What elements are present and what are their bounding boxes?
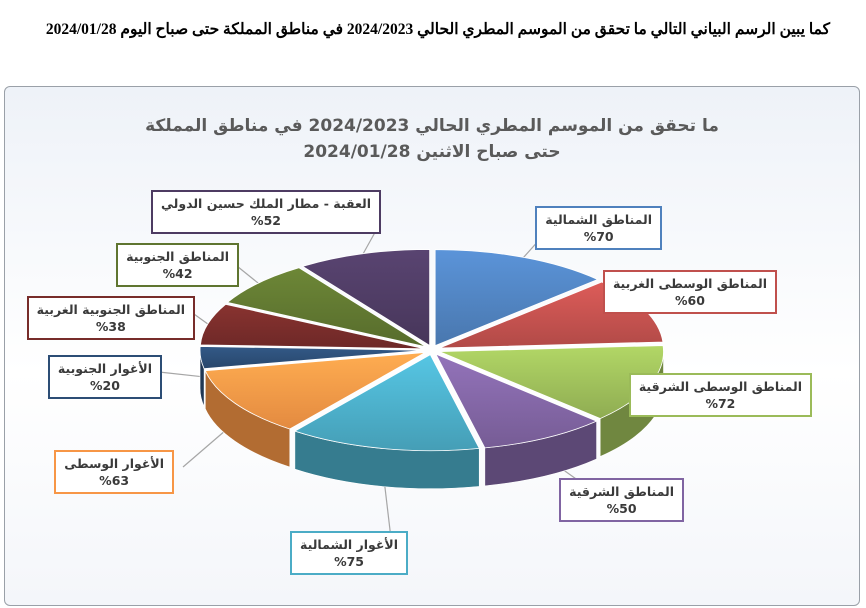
data-label-name-9: العقبة - مطار الملك حسين الدولي xyxy=(161,196,371,211)
data-label-name-6: الأغوار الجنوبية xyxy=(57,361,152,376)
pie-slice-7 xyxy=(200,303,425,350)
pie-chart: ما تحقق من الموسم المطري الحالي 2024/202… xyxy=(145,116,719,548)
data-label-0: المناطق الشمالية %70 xyxy=(535,206,662,250)
chart-title-line-2: حتى صباح الاثنين 2024/01/28 xyxy=(303,142,560,162)
data-label-8: المناطق الجنوبية %42 xyxy=(116,243,239,287)
data-label-value-5: %63 xyxy=(99,473,130,488)
pie-slice-0 xyxy=(434,249,599,347)
data-label-3: المناطق الشرقية %50 xyxy=(559,478,684,522)
pie-slice-4 xyxy=(293,354,480,452)
data-label-5: الأغوار الوسطى %63 xyxy=(54,450,174,494)
data-label-value-2: %72 xyxy=(705,396,736,411)
data-label-9: العقبة - مطار الملك حسين الدولي %52 xyxy=(151,190,381,234)
data-label-value-0: %70 xyxy=(583,229,614,244)
data-label-1: المناطق الوسطى الغربية %60 xyxy=(602,270,777,314)
leader-line-6 xyxy=(158,371,201,378)
pie-slice-6 xyxy=(199,346,425,370)
data-label-value-4: %75 xyxy=(334,554,364,569)
pie-slice-5 xyxy=(204,352,426,430)
pie-slice-3 xyxy=(435,353,598,449)
data-label-value-6: %20 xyxy=(89,378,120,393)
data-label-2: المناطق الوسطى الشرقية %72 xyxy=(628,373,812,417)
intro-text: كما يبين الرسم البياني التالي ما تحقق من… xyxy=(45,21,830,38)
data-label-value-7: %38 xyxy=(95,319,126,334)
data-label-name-4: الأغوار الشمالية xyxy=(300,537,398,552)
data-label-name-5: الأغوار الوسطى xyxy=(64,456,164,471)
data-label-name-8: المناطق الجنوبية xyxy=(126,249,229,264)
data-label-value-1: %60 xyxy=(675,293,705,308)
data-label-value-3: %50 xyxy=(606,501,637,516)
chart-frame: ما تحقق من الموسم المطري الحالي 2024/202… xyxy=(4,86,860,606)
data-label-7: المناطق الجنوبية الغربية %38 xyxy=(26,296,195,340)
data-label-value-8: %42 xyxy=(162,266,193,281)
data-label-4: الأغوار الشمالية %75 xyxy=(290,531,408,575)
data-label-6: الأغوار الجنوبية %20 xyxy=(47,355,162,399)
data-label-name-0: المناطق الشمالية xyxy=(545,212,652,227)
data-label-name-1: المناطق الوسطى الغربية xyxy=(612,276,767,291)
data-label-name-7: المناطق الجنوبية الغربية xyxy=(36,302,185,317)
data-label-value-9: %52 xyxy=(251,213,281,228)
chart-title-line-1: ما تحقق من الموسم المطري الحالي 2024/202… xyxy=(145,116,719,136)
data-label-name-2: المناطق الوسطى الشرقية xyxy=(638,379,802,394)
pie-slice-8 xyxy=(226,267,427,348)
pie-slice-9 xyxy=(301,249,431,347)
data-label-name-3: المناطق الشرقية xyxy=(569,484,674,499)
